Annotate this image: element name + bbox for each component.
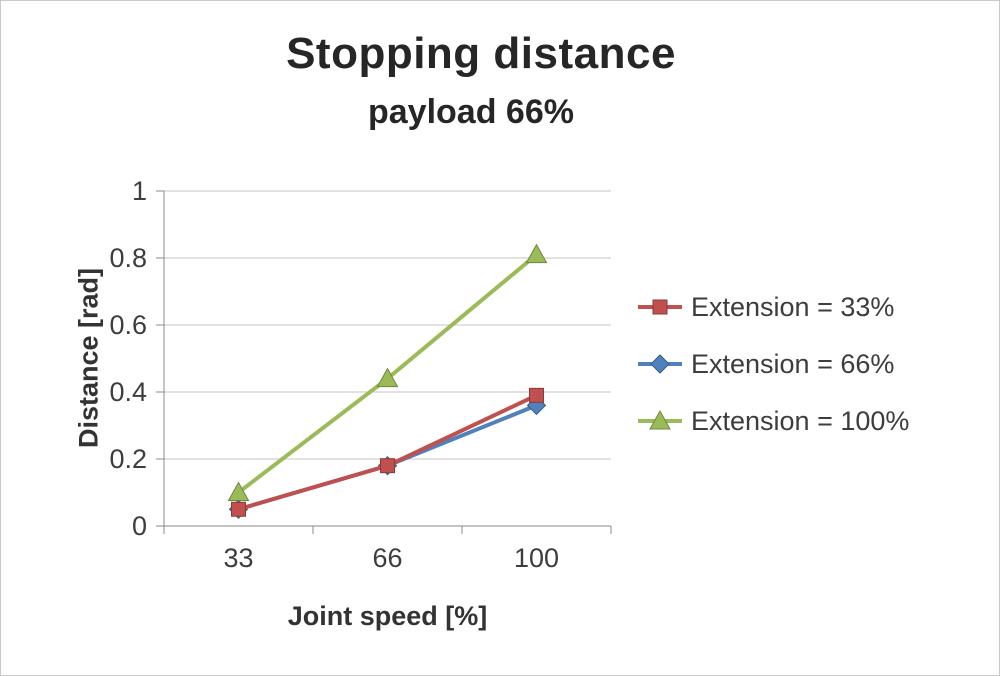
y-tick-label: 0.2 — [109, 444, 147, 474]
y-tick-label: 0.4 — [109, 377, 147, 407]
marker-diamond — [650, 354, 670, 374]
legend-label: Extension = 33% — [691, 291, 895, 322]
y-tick-label: 0.8 — [109, 243, 147, 273]
legend-swatch — [638, 409, 682, 430]
x-tick-label: 66 — [372, 543, 402, 573]
legend-label: Extension = 100% — [691, 405, 910, 436]
marker-square — [652, 299, 668, 315]
marker-triangle — [376, 367, 399, 388]
marker-triangle — [227, 481, 250, 501]
y-axis-title: Distance [rad] — [73, 267, 104, 449]
marker-square — [380, 458, 395, 474]
x-axis-title: Joint speed [%] — [287, 601, 488, 631]
y-tick-label: 0 — [132, 511, 147, 541]
marker-triangle — [649, 409, 671, 430]
legend-swatch — [638, 354, 682, 374]
series-line — [236, 393, 539, 512]
y-tick-label: 0.6 — [109, 310, 147, 340]
marker-triangle — [525, 243, 548, 264]
series-triangle — [227, 243, 548, 501]
x-tick-label: 100 — [514, 543, 559, 573]
chart-subtitle: payload 66% — [368, 93, 574, 131]
chart-title: Stopping distance — [286, 29, 676, 78]
series-square — [231, 387, 544, 517]
legend-item: Extension = 100% — [637, 401, 909, 441]
legend-item: Extension = 66% — [637, 344, 909, 384]
legend: Extension = 33% Extension = 66% Extension … — [637, 287, 909, 441]
legend-swatch — [638, 299, 682, 315]
marker-square — [529, 387, 544, 403]
legend-label: Extension = 66% — [691, 348, 895, 379]
y-tick-label: 1 — [132, 176, 147, 206]
legend-item: Extension = 33% — [637, 287, 909, 327]
marker-square — [231, 501, 246, 517]
x-tick-label: 33 — [223, 543, 253, 573]
